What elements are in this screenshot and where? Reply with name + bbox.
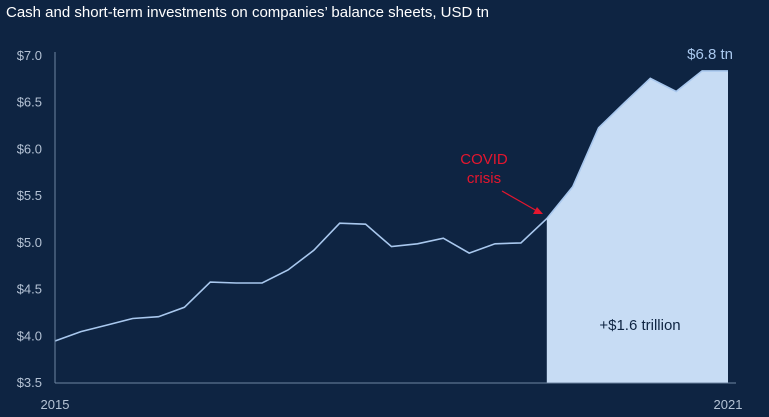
- covid-label-line2: crisis: [467, 170, 501, 187]
- x-axis-labels: 2015 2021: [41, 397, 743, 412]
- y-tick-label: $4.5: [17, 282, 42, 297]
- x-tick-label: 2021: [714, 397, 743, 412]
- y-tick-label: $6.0: [17, 141, 42, 156]
- y-tick-label: $3.5: [17, 375, 42, 390]
- x-tick-label: 2015: [41, 397, 70, 412]
- y-tick-label: $7.0: [17, 48, 42, 63]
- end-value-label: $6.8 tn: [687, 46, 733, 63]
- post-covid-area: [546, 70, 728, 384]
- series-line: [54, 70, 728, 342]
- y-tick-label: $5.5: [17, 188, 42, 203]
- y-tick-label: $4.0: [17, 328, 42, 343]
- y-tick-label: $5.0: [17, 235, 42, 250]
- covid-label-line1: COVID: [460, 151, 508, 168]
- y-tick-label: $6.5: [17, 95, 42, 110]
- chart-title: Cash and short-term investments on compa…: [6, 4, 490, 21]
- y-axis-ticks: $7.0 $6.5 $6.0 $5.5 $5.0 $4.5 $4.0 $3.5: [17, 48, 42, 390]
- increase-label: +$1.6 trillion: [599, 317, 680, 334]
- covid-arrow: [501, 190, 543, 214]
